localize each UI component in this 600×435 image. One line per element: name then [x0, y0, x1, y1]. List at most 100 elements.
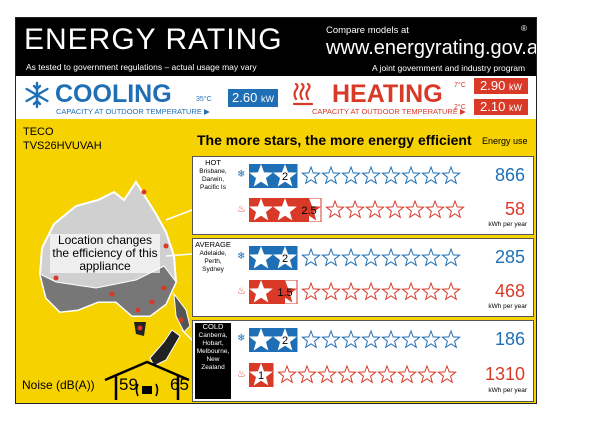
- cooling-stars-cold: 2: [249, 328, 461, 352]
- star-rating-label: 1.5: [277, 287, 292, 299]
- filled-star-icon: [273, 164, 297, 187]
- product-brand: TECO: [23, 126, 54, 138]
- empty-star-icon: [385, 199, 405, 219]
- heat-waves-icon: [292, 83, 314, 106]
- product-model: TVS26HVUVAH: [23, 140, 102, 152]
- filled-star-icon: [273, 280, 297, 303]
- kwh-unit-hot: kWh per year: [488, 221, 527, 228]
- star-rating-label: 2: [282, 335, 288, 347]
- empty-star-icon: [417, 364, 437, 384]
- heating-waves-icon: ♨: [237, 204, 246, 215]
- filled-star-icon: [249, 280, 273, 303]
- cooling-snowflake-icon: ❄: [237, 333, 246, 344]
- zone-cold-places: Canberra, Hobart, Melbourne, New Zealand: [196, 332, 230, 371]
- empty-star-icon: [421, 329, 441, 349]
- empty-star-icon: [321, 329, 341, 349]
- cooling-title: COOLING: [55, 80, 172, 108]
- empty-star-icon: [397, 364, 417, 384]
- joint-program-text: A joint government and industry program: [372, 63, 526, 73]
- location-note: Location changes the efficiency of this …: [50, 234, 160, 273]
- kwh-unit-average: kWh per year: [488, 303, 527, 310]
- label-header: ENERGY RATING As tested to government re…: [16, 18, 536, 76]
- zone-average-places: Adelaide, Perth, Sydney: [199, 250, 227, 273]
- empty-star-icon: [421, 165, 441, 185]
- heating-title: HEATING: [332, 80, 443, 108]
- kwh-unit-cold: kWh per year: [488, 387, 527, 394]
- cooling-capacity-unit: kW: [260, 94, 274, 104]
- empty-star-icon: [381, 247, 401, 267]
- empty-star-icon: [381, 281, 401, 301]
- noise-label: Noise (dB(A)): [22, 378, 95, 392]
- efficiency-headline: The more stars, the more energy efficien…: [197, 132, 472, 148]
- label-subtitle: As tested to government regulations – ac…: [26, 62, 257, 72]
- compare-text: Compare models at: [326, 25, 409, 36]
- zone-hot-label: HOT Brisbane, Darwin, Pacific Is: [195, 159, 231, 232]
- empty-star-icon: [361, 281, 381, 301]
- cooling-snowflake-icon: ❄: [237, 251, 246, 262]
- cooling-subtitle: CAPACITY AT OUTDOOR TEMPERATURE ▶: [56, 107, 210, 116]
- star-rating-label: 1: [258, 370, 264, 382]
- label-title: ENERGY RATING: [24, 23, 283, 56]
- filled-star-icon: [273, 198, 297, 221]
- empty-star-icon: [301, 165, 321, 185]
- heating-temp-1: 7°C: [454, 82, 466, 89]
- star-rating-label: 2: [282, 253, 288, 265]
- filled-star-icon: [249, 246, 273, 269]
- zone-cold: COLD Canberra, Hobart, Melbourne, New Ze…: [192, 320, 534, 402]
- cooling-kwh-average: 285: [494, 247, 525, 267]
- heating-subtitle: CAPACITY AT OUTDOOR TEMPERATURE ▶: [312, 107, 466, 116]
- filled-star-icon: [273, 328, 297, 351]
- empty-star-icon: [297, 364, 317, 384]
- heating-waves-icon: ♨: [237, 286, 246, 297]
- zone-cold-name: COLD: [202, 322, 224, 331]
- empty-star-icon: [325, 199, 345, 219]
- heating-kwh-hot: 58: [504, 199, 525, 219]
- empty-star-icon: [317, 364, 337, 384]
- empty-star-icon: [381, 329, 401, 349]
- heating-capacity-box-2: 2.10 kW: [474, 99, 528, 115]
- heating-kwh-cold: 1310: [484, 364, 525, 384]
- heating-capacity-unit-2: kW: [508, 103, 522, 113]
- empty-star-icon: [425, 199, 445, 219]
- website-link[interactable]: www.energyrating.gov.au: [326, 37, 537, 59]
- empty-star-icon: [321, 165, 341, 185]
- heating-capacity-value-2: 2.10: [480, 99, 506, 114]
- empty-star-icon: [421, 281, 441, 301]
- empty-star-icon: [405, 199, 425, 219]
- filled-star-icon: [249, 198, 273, 221]
- empty-star-icon: [301, 247, 321, 267]
- cooling-capacity-box: 2.60 kW: [228, 89, 278, 107]
- snowflake-icon: [25, 81, 49, 109]
- empty-star-icon: [341, 165, 361, 185]
- cooling-temp: 35°C: [196, 96, 212, 103]
- empty-star-icon: [361, 247, 381, 267]
- empty-star-icon: [301, 329, 321, 349]
- zone-average-name: AVERAGE: [195, 240, 231, 249]
- capacity-band: COOLING CAPACITY AT OUTDOOR TEMPERATURE …: [16, 76, 536, 119]
- zone-hot-name: HOT: [205, 158, 221, 167]
- empty-star-icon: [321, 247, 341, 267]
- energy-rating-label: ENERGY RATING As tested to government re…: [15, 17, 537, 404]
- cooling-capacity-value: 2.60: [232, 90, 258, 105]
- heating-stars-hot: 2.5: [249, 198, 465, 222]
- heating-stars-average: 1.5: [249, 280, 461, 304]
- heating-kwh-average: 468: [494, 281, 525, 301]
- cooling-kwh-cold: 186: [494, 329, 525, 349]
- filled-star-icon: [249, 164, 273, 187]
- heating-stars-cold: 1: [249, 363, 457, 387]
- empty-star-icon: [277, 364, 297, 384]
- house-noise-icon: [104, 360, 190, 400]
- heating-temp-2: 2°C: [454, 104, 466, 111]
- empty-star-icon: [437, 364, 457, 384]
- empty-star-icon: [401, 165, 421, 185]
- empty-star-icon: [445, 199, 465, 219]
- empty-star-icon: [441, 165, 461, 185]
- empty-star-icon: [341, 247, 361, 267]
- empty-star-icon: [401, 281, 421, 301]
- empty-star-icon: [345, 199, 365, 219]
- heating-capacity-value-1: 2.90: [480, 78, 506, 93]
- empty-star-icon: [361, 165, 381, 185]
- noise-indoor-value: 59: [119, 375, 138, 394]
- zone-cold-label: COLD Canberra, Hobart, Melbourne, New Ze…: [195, 323, 231, 399]
- filled-star-icon: [249, 363, 273, 386]
